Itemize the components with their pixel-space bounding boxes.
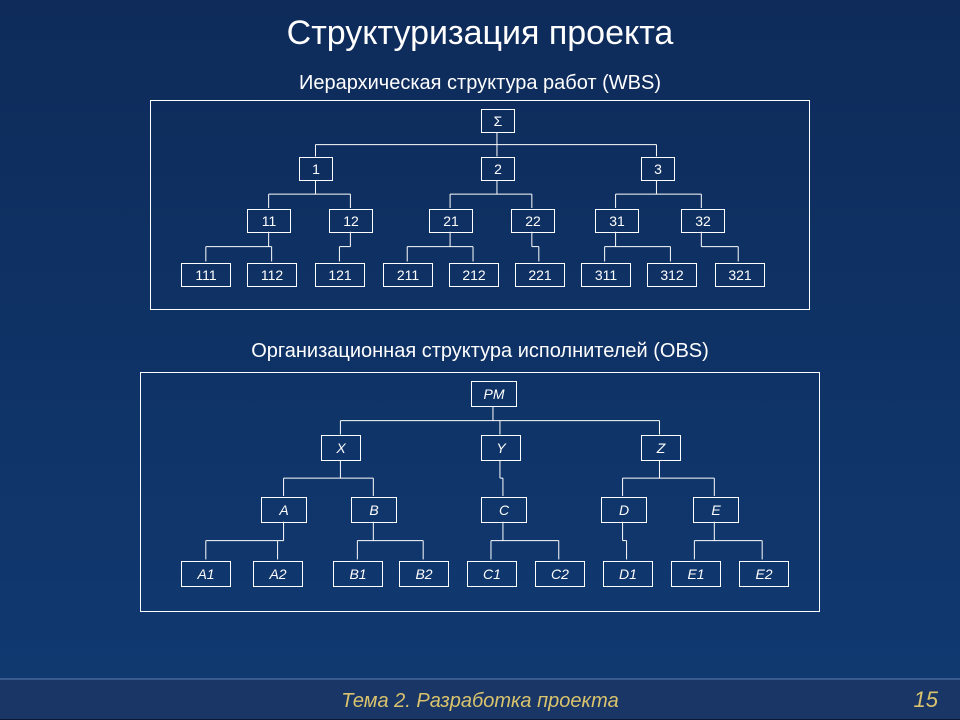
obs-node-c: C — [481, 497, 527, 523]
wbs-node-n212: 212 — [449, 263, 499, 287]
footer-text: Тема 2. Разработка проекта — [0, 690, 960, 713]
obs-node-b2: B2 — [399, 561, 449, 587]
obs-node-e: E — [693, 497, 739, 523]
obs-node-y: Y — [481, 435, 521, 461]
wbs-tree-frame: Σ123111221223132111112121211212221311312… — [150, 100, 810, 310]
wbs-node-n22: 22 — [511, 209, 555, 233]
obs-subtitle: Организационная структура исполнителей (… — [0, 340, 960, 363]
obs-node-e2: E2 — [739, 561, 789, 587]
wbs-node-root: Σ — [481, 109, 515, 133]
obs-node-b1: B1 — [333, 561, 383, 587]
wbs-node-n111: 111 — [181, 263, 231, 287]
wbs-node-n221: 221 — [515, 263, 565, 287]
obs-node-a: A — [261, 497, 307, 523]
wbs-subtitle: Иерархическая структура работ (WBS) — [0, 72, 960, 95]
slide-title: Структуризация проекта — [0, 14, 960, 53]
wbs-node-n311: 311 — [581, 263, 631, 287]
slide: Структуризация проекта Иерархическая стр… — [0, 0, 960, 720]
obs-node-d: D — [601, 497, 647, 523]
obs-node-c2: C2 — [535, 561, 585, 587]
obs-node-b: B — [351, 497, 397, 523]
obs-node-e1: E1 — [671, 561, 721, 587]
obs-node-pm: PM — [471, 381, 517, 407]
wbs-node-n211: 211 — [383, 263, 433, 287]
obs-node-a1: A1 — [181, 561, 231, 587]
wbs-node-n2: 2 — [481, 157, 515, 181]
wbs-node-n31: 31 — [595, 209, 639, 233]
obs-tree-frame: PM X Y Z A B C D E A1 A2 B1 B2 C1 C2 D1 E1 E2 — [140, 372, 820, 612]
wbs-node-n321: 321 — [715, 263, 765, 287]
wbs-node-n121: 121 — [315, 263, 365, 287]
obs-node-d1: D1 — [603, 561, 653, 587]
obs-node-a2: A2 — [253, 561, 303, 587]
wbs-node-n11: 11 — [247, 209, 291, 233]
wbs-node-n32: 32 — [681, 209, 725, 233]
obs-node-x: X — [321, 435, 361, 461]
page-number: 15 — [914, 687, 938, 713]
wbs-node-n1: 1 — [299, 157, 333, 181]
obs-node-z: Z — [641, 435, 681, 461]
wbs-node-n3: 3 — [641, 157, 675, 181]
wbs-node-n21: 21 — [429, 209, 473, 233]
wbs-node-n12: 12 — [329, 209, 373, 233]
obs-node-c1: C1 — [467, 561, 517, 587]
wbs-node-n112: 112 — [247, 263, 297, 287]
wbs-node-n312: 312 — [647, 263, 697, 287]
